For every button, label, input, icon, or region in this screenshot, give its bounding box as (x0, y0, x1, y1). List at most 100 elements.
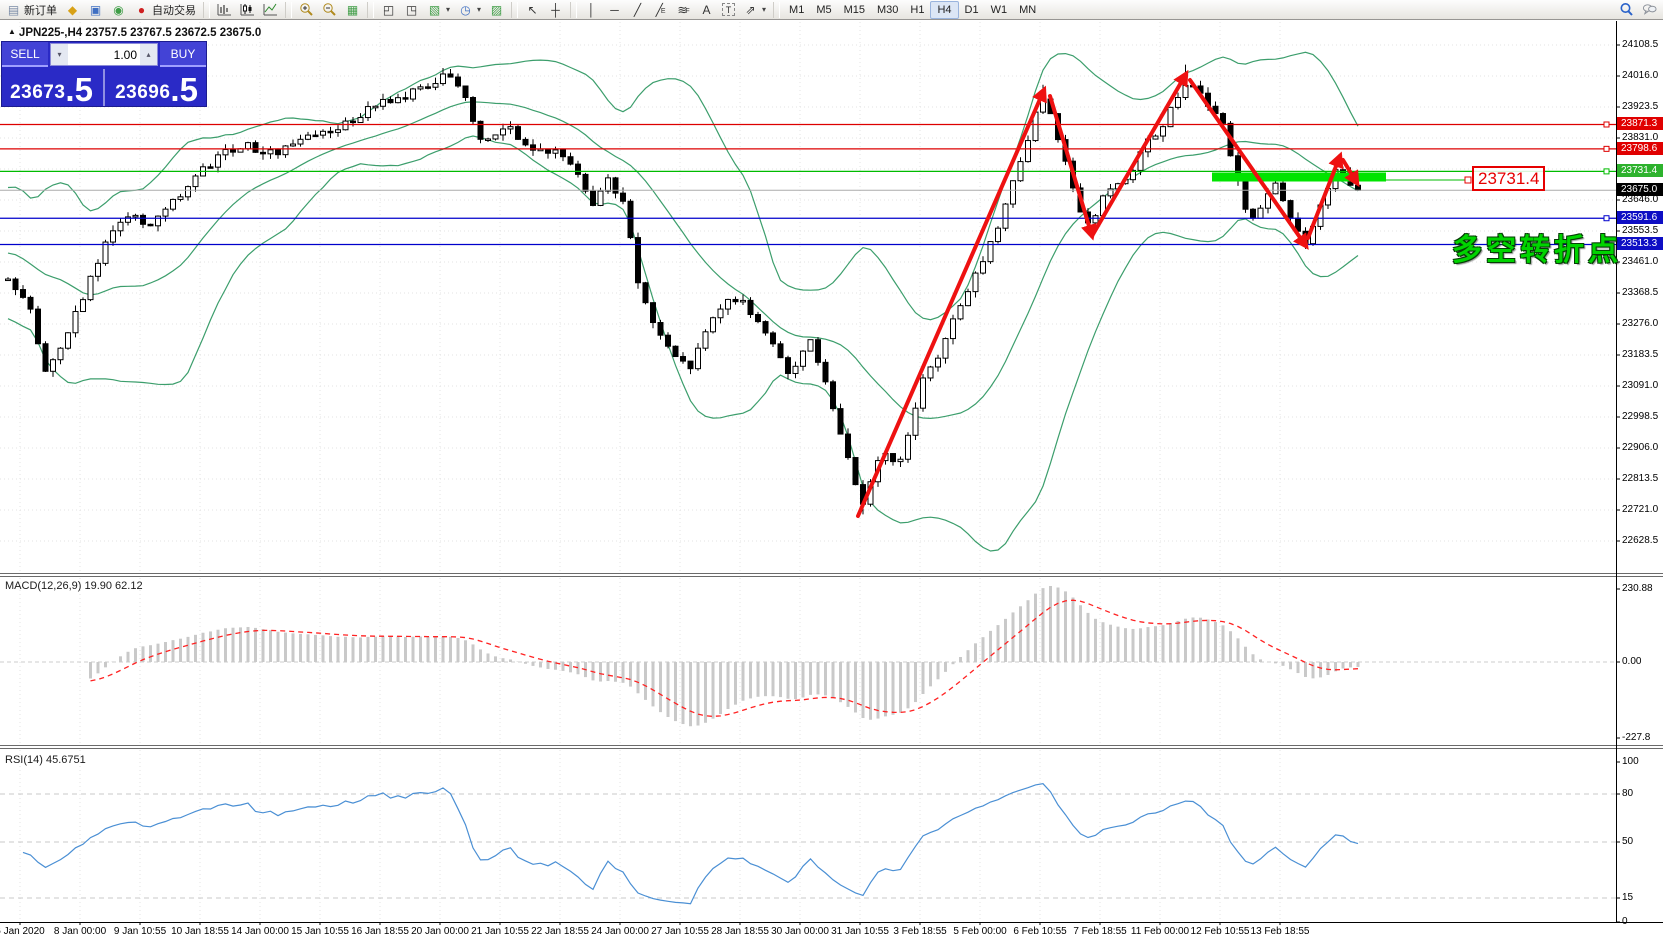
rsi-label: RSI(14) 45.6751 (5, 754, 86, 766)
chevron-down-icon: ▾ (477, 5, 482, 14)
new-order-button[interactable]: ▤ 新订单 (2, 1, 61, 19)
arrange-charts-button[interactable]: ◰ (377, 1, 400, 19)
rsi-axis-label: 80 (1622, 788, 1634, 799)
tile-windows-button[interactable]: ▦ (341, 1, 364, 19)
symbol-ohlc-text: JPN225-,H4 23757.5 23767.5 23672.5 23675… (18, 27, 262, 39)
sell-button[interactable]: SELL (2, 42, 48, 67)
time-axis-label: 3 Feb 18:55 (893, 926, 947, 937)
new-chart-button[interactable]: ▧ ▾ (423, 1, 454, 19)
macd-indicator (0, 586, 1616, 727)
vertical-line-tool-button[interactable]: │ (580, 1, 603, 19)
arrange-charts-icon: ◰ (382, 2, 395, 17)
line-chart-button[interactable] (259, 1, 282, 19)
time-axis-label: 28 Jan 18:55 (711, 926, 769, 937)
buy-price-main: 23696 (115, 82, 171, 103)
auto-trading-button[interactable]: ● 自动交易 (130, 1, 200, 19)
price-badge-23591.6: 23591.6 (1617, 211, 1663, 225)
time-axis-label: 30 Jan 00:00 (771, 926, 829, 937)
auto-trading-icon: ● (137, 2, 146, 17)
time-axis-label: 14 Jan 00:00 (231, 926, 289, 937)
time-axis-label: 7 Feb 18:55 (1073, 926, 1127, 937)
timeframe-button-MN[interactable]: MN (1013, 1, 1042, 19)
label-tool-button[interactable]: T (718, 1, 739, 19)
shapes-tool-button[interactable]: ⇗ ▾ (739, 1, 770, 19)
callout-handle[interactable] (1464, 176, 1472, 184)
price-axis-label: 23461.0 (1622, 255, 1659, 267)
chart-properties-button[interactable]: ▨ (485, 1, 508, 19)
fibonacci-glyph: ≋ (677, 2, 688, 17)
text-tool-button[interactable]: A (695, 1, 718, 19)
terminal-icon: ▣ (89, 2, 102, 17)
price-callout-label[interactable]: 23731.4 (1472, 166, 1546, 191)
buy-price[interactable]: 23696.5 (107, 69, 206, 106)
crosshair-tool-button[interactable]: ┼ (544, 1, 567, 19)
chat-button[interactable] (1638, 1, 1661, 19)
timeframe-button-M1[interactable]: M1 (783, 1, 810, 19)
zoom-in-button[interactable] (295, 1, 318, 19)
one-click-trade-panel: SELL ▾ ▴ BUY 23673.5 23696.5 (2, 42, 206, 106)
crosshair-icon: ┼ (551, 2, 560, 17)
period-button[interactable]: ◷ ▾ (454, 1, 485, 19)
time-axis-label: 21 Jan 10:55 (471, 926, 529, 937)
market-watch-button[interactable]: ◆ (61, 1, 84, 19)
chart-area[interactable]: ▲ JPN225-,H4 23757.5 23767.5 23672.5 2367… (0, 21, 1663, 946)
timeframe-button-M5[interactable]: M5 (810, 1, 837, 19)
trendline-tool-button[interactable]: ╱ (626, 1, 649, 19)
timeframe-button-D1[interactable]: D1 (959, 1, 985, 19)
buy-button[interactable]: BUY (160, 42, 206, 67)
hline-handle[interactable] (1603, 241, 1610, 248)
candlestick-chart-button[interactable] (236, 1, 259, 19)
shapes-tool-icon: ⇗ (745, 2, 756, 17)
symbol-ohlc-line: ▲ JPN225-,H4 23757.5 23767.5 23672.5 2367… (8, 27, 261, 39)
cascade-charts-button[interactable]: ◳ (400, 1, 423, 19)
price-badge-23798.6: 23798.6 (1617, 141, 1663, 155)
macd-label: MACD(12,26,9) 19.90 62.12 (5, 580, 143, 592)
line-chart-icon (263, 3, 277, 16)
timeframe-button-H4[interactable]: H4 (930, 0, 959, 19)
turning-point-annotation[interactable]: 多空转折点 (1452, 234, 1622, 267)
volume-input[interactable] (68, 44, 140, 65)
macd-signal-line (90, 599, 1359, 718)
hline-handle[interactable] (1603, 168, 1610, 175)
rsi-axis-label: 100 (1622, 756, 1639, 767)
price-axis-label: 23183.5 (1622, 348, 1659, 360)
market-watch-icon: ◆ (67, 2, 78, 17)
hline-handle[interactable] (1603, 145, 1610, 152)
cursor-icon: ↖ (527, 2, 538, 17)
volume-increase-button[interactable]: ▴ (140, 44, 157, 65)
fibonacci-tool-button[interactable]: ≋ F (672, 1, 695, 19)
fibonacci-letter: F (685, 7, 690, 15)
horizontal-line-tool-button[interactable]: ─ (603, 1, 626, 19)
macd-axis-label: 0.00 (1622, 656, 1642, 667)
price-axis-label: 23276.0 (1622, 317, 1659, 329)
bar-chart-icon (217, 4, 231, 16)
price-axis-label: 22998.5 (1622, 410, 1659, 422)
search-button[interactable] (1615, 1, 1638, 19)
time-axis-label: 6 Feb 10:55 (1013, 926, 1067, 937)
channel-glyph: ╱ (655, 2, 663, 17)
terminal-button[interactable]: ▣ (84, 1, 107, 19)
trade-panel-prices: 23673.5 23696.5 (2, 69, 206, 106)
price-axis-label: 22628.5 (1622, 534, 1659, 546)
timeframe-button-W1[interactable]: W1 (985, 1, 1014, 19)
timeframe-button-M30[interactable]: M30 (871, 1, 904, 19)
rsi-axis-label: 0 (1622, 916, 1628, 927)
signal-icon: ◉ (113, 2, 124, 17)
trend-arrows[interactable] (856, 69, 1360, 518)
hline-handle[interactable] (1603, 121, 1610, 128)
signal-button[interactable]: ◉ (107, 1, 130, 19)
timeframe-button-M15[interactable]: M15 (838, 1, 871, 19)
timeframe-button-H1[interactable]: H1 (904, 1, 930, 19)
price-chart-canvas[interactable] (0, 21, 1663, 946)
price-axis-label: 22721.0 (1622, 503, 1659, 515)
vertical-line-icon: │ (587, 2, 596, 17)
hline-handle[interactable] (1603, 215, 1610, 222)
volume-decrease-button[interactable]: ▾ (51, 44, 68, 65)
bar-chart-button[interactable] (213, 1, 236, 19)
zoom-out-button[interactable] (318, 1, 341, 19)
time-axis-label: 16 Jan 18:55 (351, 926, 409, 937)
sell-price[interactable]: 23673.5 (2, 69, 101, 106)
cursor-tool-button[interactable]: ↖ (521, 1, 544, 19)
toolbar: ▤ 新订单 ◆ ▣ ◉ ● 自动交易 (0, 0, 1663, 20)
channel-tool-button[interactable]: ╱ E (649, 1, 672, 19)
